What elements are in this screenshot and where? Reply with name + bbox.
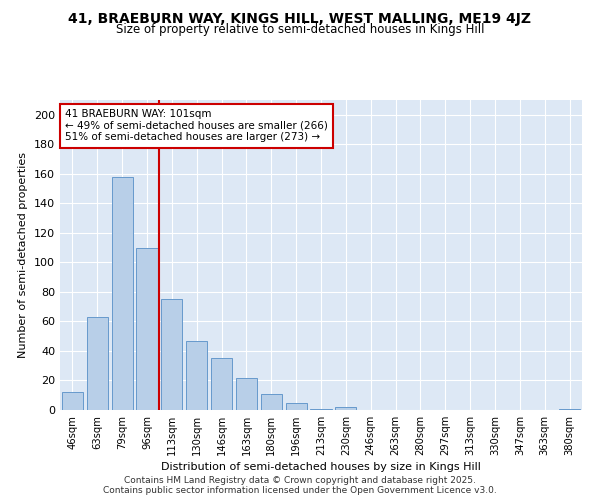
Bar bbox=[211, 358, 232, 410]
Y-axis label: Number of semi-detached properties: Number of semi-detached properties bbox=[19, 152, 28, 358]
Bar bbox=[112, 177, 133, 410]
Bar bbox=[236, 378, 257, 410]
Text: 41 BRAEBURN WAY: 101sqm
← 49% of semi-detached houses are smaller (266)
51% of s: 41 BRAEBURN WAY: 101sqm ← 49% of semi-de… bbox=[65, 110, 328, 142]
Text: Size of property relative to semi-detached houses in Kings Hill: Size of property relative to semi-detach… bbox=[116, 22, 484, 36]
Text: Contains HM Land Registry data © Crown copyright and database right 2025.
Contai: Contains HM Land Registry data © Crown c… bbox=[103, 476, 497, 495]
Bar bbox=[335, 407, 356, 410]
Bar bbox=[136, 248, 158, 410]
Bar bbox=[559, 408, 580, 410]
Bar bbox=[261, 394, 282, 410]
Text: 41, BRAEBURN WAY, KINGS HILL, WEST MALLING, ME19 4JZ: 41, BRAEBURN WAY, KINGS HILL, WEST MALLI… bbox=[68, 12, 532, 26]
X-axis label: Distribution of semi-detached houses by size in Kings Hill: Distribution of semi-detached houses by … bbox=[161, 462, 481, 472]
Bar bbox=[186, 340, 207, 410]
Bar bbox=[310, 408, 332, 410]
Bar bbox=[87, 317, 108, 410]
Bar bbox=[286, 402, 307, 410]
Bar bbox=[62, 392, 83, 410]
Bar bbox=[161, 300, 182, 410]
